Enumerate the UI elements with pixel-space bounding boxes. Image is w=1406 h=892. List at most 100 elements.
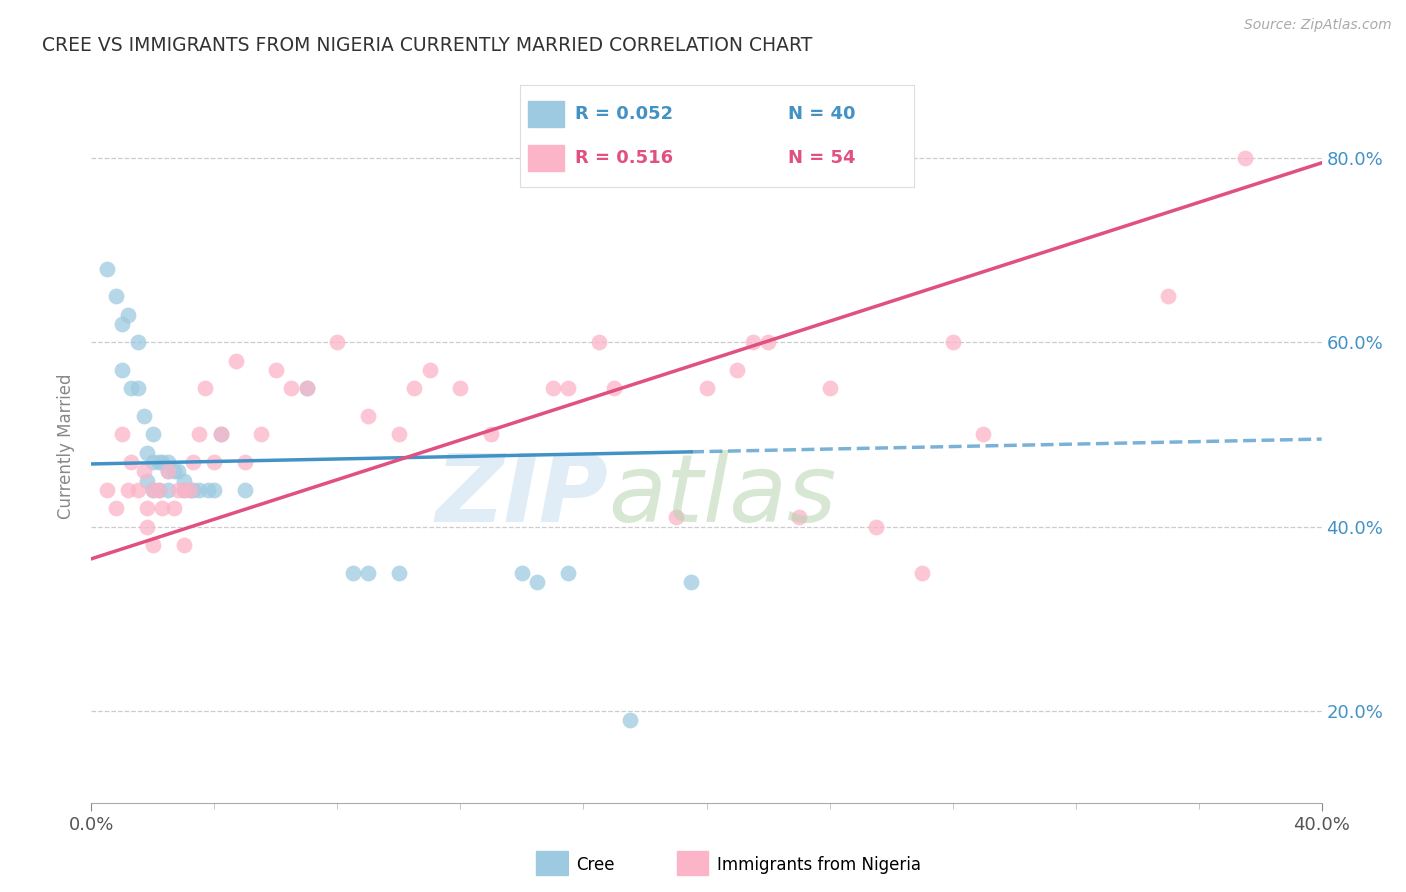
Point [132,464,155,478]
Point [157,464,180,478]
Point [117,308,139,322]
Point [911,566,934,580]
Point [142,455,165,469]
Point [225,354,247,368]
Point [787,510,810,524]
Point [188,427,211,442]
Point [148,483,170,497]
Point [741,335,763,350]
Point [249,427,271,442]
Text: N = 40: N = 40 [787,105,855,123]
Point [142,538,165,552]
Point [557,566,579,580]
Point [120,455,142,469]
Point [194,381,217,395]
Point [135,446,157,460]
Point [326,335,349,350]
Point [127,381,149,395]
Point [725,363,748,377]
Point [202,455,225,469]
FancyBboxPatch shape [536,851,568,876]
Point [96,483,118,497]
Point [404,381,426,395]
Point [188,483,211,497]
Point [449,381,471,395]
Point [117,483,139,497]
Point [163,464,186,478]
Point [295,381,318,395]
Point [181,483,204,497]
Point [157,464,180,478]
Point [132,409,155,423]
Text: ZIP: ZIP [436,450,607,542]
Point [865,519,887,533]
Point [163,501,186,516]
Text: Cree: Cree [576,856,614,874]
Point [142,427,165,442]
Point [264,363,287,377]
Point [233,483,256,497]
Point [603,381,626,395]
Point [120,381,142,395]
FancyBboxPatch shape [529,145,564,170]
Point [96,261,118,276]
Point [105,289,127,303]
Point [166,464,188,478]
Point [280,381,302,395]
Point [1233,151,1256,165]
Point [181,455,204,469]
Point [526,574,548,589]
Point [157,455,180,469]
Point [972,427,994,442]
Point [166,483,188,497]
Point [157,483,180,497]
Point [173,538,195,552]
Point [619,713,641,727]
Point [173,474,195,488]
FancyBboxPatch shape [529,102,564,127]
Point [388,566,411,580]
Point [295,381,318,395]
Point [142,483,165,497]
Point [388,427,411,442]
Point [942,335,965,350]
Point [173,483,195,497]
Point [135,474,157,488]
Point [148,455,170,469]
Text: Source: ZipAtlas.com: Source: ZipAtlas.com [1244,18,1392,32]
Text: Immigrants from Nigeria: Immigrants from Nigeria [717,856,921,874]
Point [105,501,127,516]
Point [419,363,441,377]
Point [197,483,219,497]
Text: CREE VS IMMIGRANTS FROM NIGERIA CURRENTLY MARRIED CORRELATION CHART: CREE VS IMMIGRANTS FROM NIGERIA CURRENTL… [42,36,813,54]
Point [665,510,688,524]
Point [756,335,779,350]
Text: N = 54: N = 54 [787,149,855,167]
Point [127,335,149,350]
Point [142,483,165,497]
FancyBboxPatch shape [676,851,709,876]
Point [696,381,718,395]
Point [150,501,173,516]
Point [179,483,201,497]
Point [357,409,380,423]
Point [209,427,232,442]
Point [681,574,703,589]
Point [173,483,195,497]
Point [111,363,134,377]
Point [588,335,610,350]
Point [135,519,157,533]
Point [342,566,364,580]
Text: atlas: atlas [607,450,837,541]
Point [510,566,533,580]
Point [111,427,134,442]
Point [150,455,173,469]
Point [127,483,149,497]
Point [1157,289,1180,303]
Point [557,381,579,395]
Text: R = 0.516: R = 0.516 [575,149,673,167]
Point [209,427,232,442]
Point [479,427,502,442]
Point [541,381,564,395]
Point [148,483,170,497]
